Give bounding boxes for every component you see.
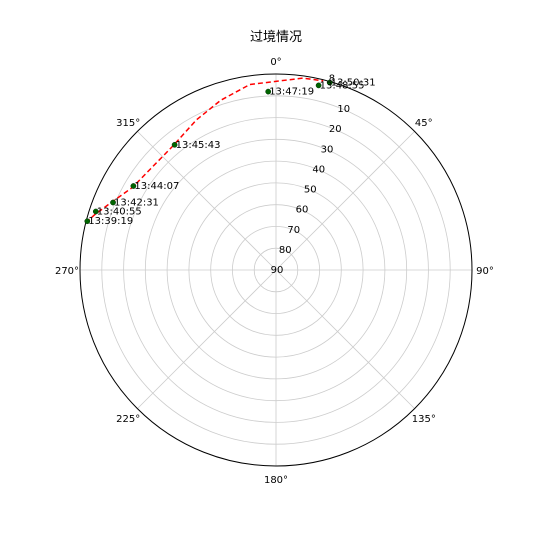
chart-title: 过境情况 — [250, 30, 302, 45]
elevation-ring — [144, 138, 408, 402]
time-label: 13:48:55 — [320, 80, 365, 91]
time-label: 13:45:43 — [176, 140, 221, 151]
pass-marker — [130, 183, 137, 189]
elevation-tick-label: 10 — [337, 104, 350, 115]
azimuth-tick-label: 270° — [55, 266, 79, 277]
pass-marker — [110, 199, 116, 206]
azimuth-tick-label: 225° — [116, 414, 140, 425]
azimuth-tick-label: 0° — [270, 57, 281, 68]
pass-marker — [326, 79, 333, 86]
elevation-tick-label: 70 — [287, 225, 300, 236]
elevation-tick-label: 60 — [296, 205, 309, 216]
time-label: 13:42:31 — [114, 198, 159, 209]
azimuth-gridline — [137, 131, 277, 271]
elevation-ring — [101, 95, 451, 445]
elevation-tick-label: 40 — [312, 164, 325, 175]
elevation-ring — [123, 117, 429, 423]
time-label: 13:40:55 — [97, 207, 142, 218]
pass-markers — [84, 79, 333, 225]
azimuth-tick-label: 45° — [415, 118, 433, 129]
elevation-tick-label: 20 — [329, 124, 342, 135]
azimuth-tick-label: 315° — [116, 118, 140, 129]
azimuth-gridline — [137, 269, 277, 409]
azimuth-tick-label: 180° — [264, 475, 288, 486]
time-label: 13:44:07 — [134, 181, 179, 192]
elevation-tick-label: 90 — [271, 265, 284, 276]
pass-marker — [315, 82, 322, 89]
elevation-tick-label: 80 — [279, 245, 292, 256]
pass-marker — [84, 218, 91, 225]
outer-frame — [79, 73, 473, 467]
time-label: 13:39:19 — [88, 216, 133, 227]
pass-marker — [171, 141, 178, 148]
pass-marker — [265, 88, 272, 95]
elevation-ring — [231, 225, 320, 314]
elevation-ring — [253, 247, 299, 293]
elevation-ring — [210, 204, 342, 336]
azimuth-gridline — [275, 131, 415, 271]
azimuth-tick-label: 90° — [476, 266, 494, 277]
time-label: 13:50:31 — [331, 78, 376, 89]
elevation-ring — [166, 160, 386, 380]
azimuth-gridline — [275, 269, 415, 409]
elevation-tick-label: 50 — [304, 185, 317, 196]
elevation-ring — [188, 182, 364, 358]
elevation-tick-labels: 10 20 30 40 50 60 70 80 90 — [271, 104, 350, 276]
polar-grid — [79, 73, 473, 467]
elevation-tick-label: 30 — [321, 144, 334, 155]
azimuth-tick-labels: 0° 45° 90° 135° 180° 225° 270° 315° — [55, 57, 494, 486]
azimuth-tick-label: 135° — [412, 414, 436, 425]
pass-marker — [92, 208, 99, 215]
overlap-label-fragment: 8 — [329, 74, 335, 85]
time-label: 13:47:19 — [269, 87, 314, 98]
